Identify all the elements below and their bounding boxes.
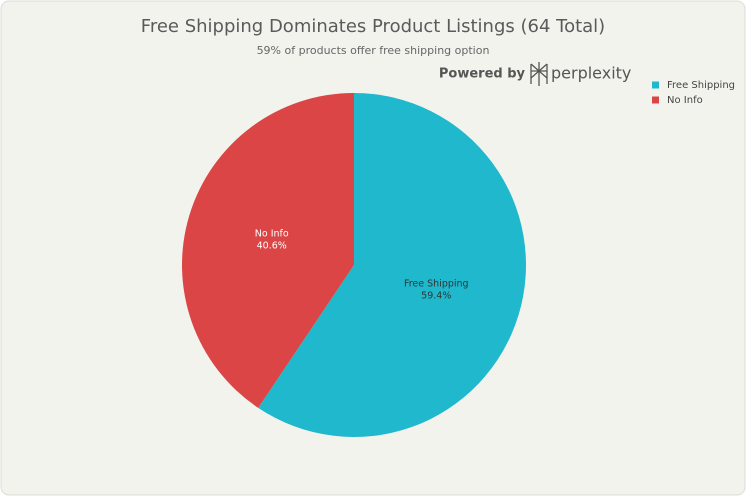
watermark-prefix: Powered by — [439, 67, 526, 82]
legend-swatch — [652, 96, 659, 104]
slice-label: Free Shipping — [404, 279, 469, 290]
watermark-logo — [530, 62, 548, 86]
chart-title: Free Shipping Dominates Product Listings… — [141, 16, 605, 37]
chart-subtitle: 59% of products offer free shipping opti… — [257, 44, 490, 57]
slice-value-label: 40.6% — [257, 240, 287, 251]
slice-label: No Info — [255, 228, 289, 239]
slice-value-label: 59.4% — [421, 291, 451, 302]
legend-swatch — [652, 81, 659, 89]
pie-slice — [182, 93, 354, 408]
watermark-brand: perplexity — [551, 64, 631, 83]
legend-label: Free Shipping — [667, 80, 735, 91]
legend-label: No Info — [667, 95, 703, 106]
pie-slice — [258, 93, 526, 437]
